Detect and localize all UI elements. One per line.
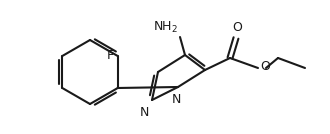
- Text: F: F: [107, 49, 114, 62]
- Text: NH$_2$: NH$_2$: [153, 20, 178, 35]
- Text: O: O: [260, 60, 270, 74]
- Text: O: O: [232, 21, 242, 34]
- Text: N: N: [171, 93, 181, 106]
- Text: N: N: [140, 106, 149, 119]
